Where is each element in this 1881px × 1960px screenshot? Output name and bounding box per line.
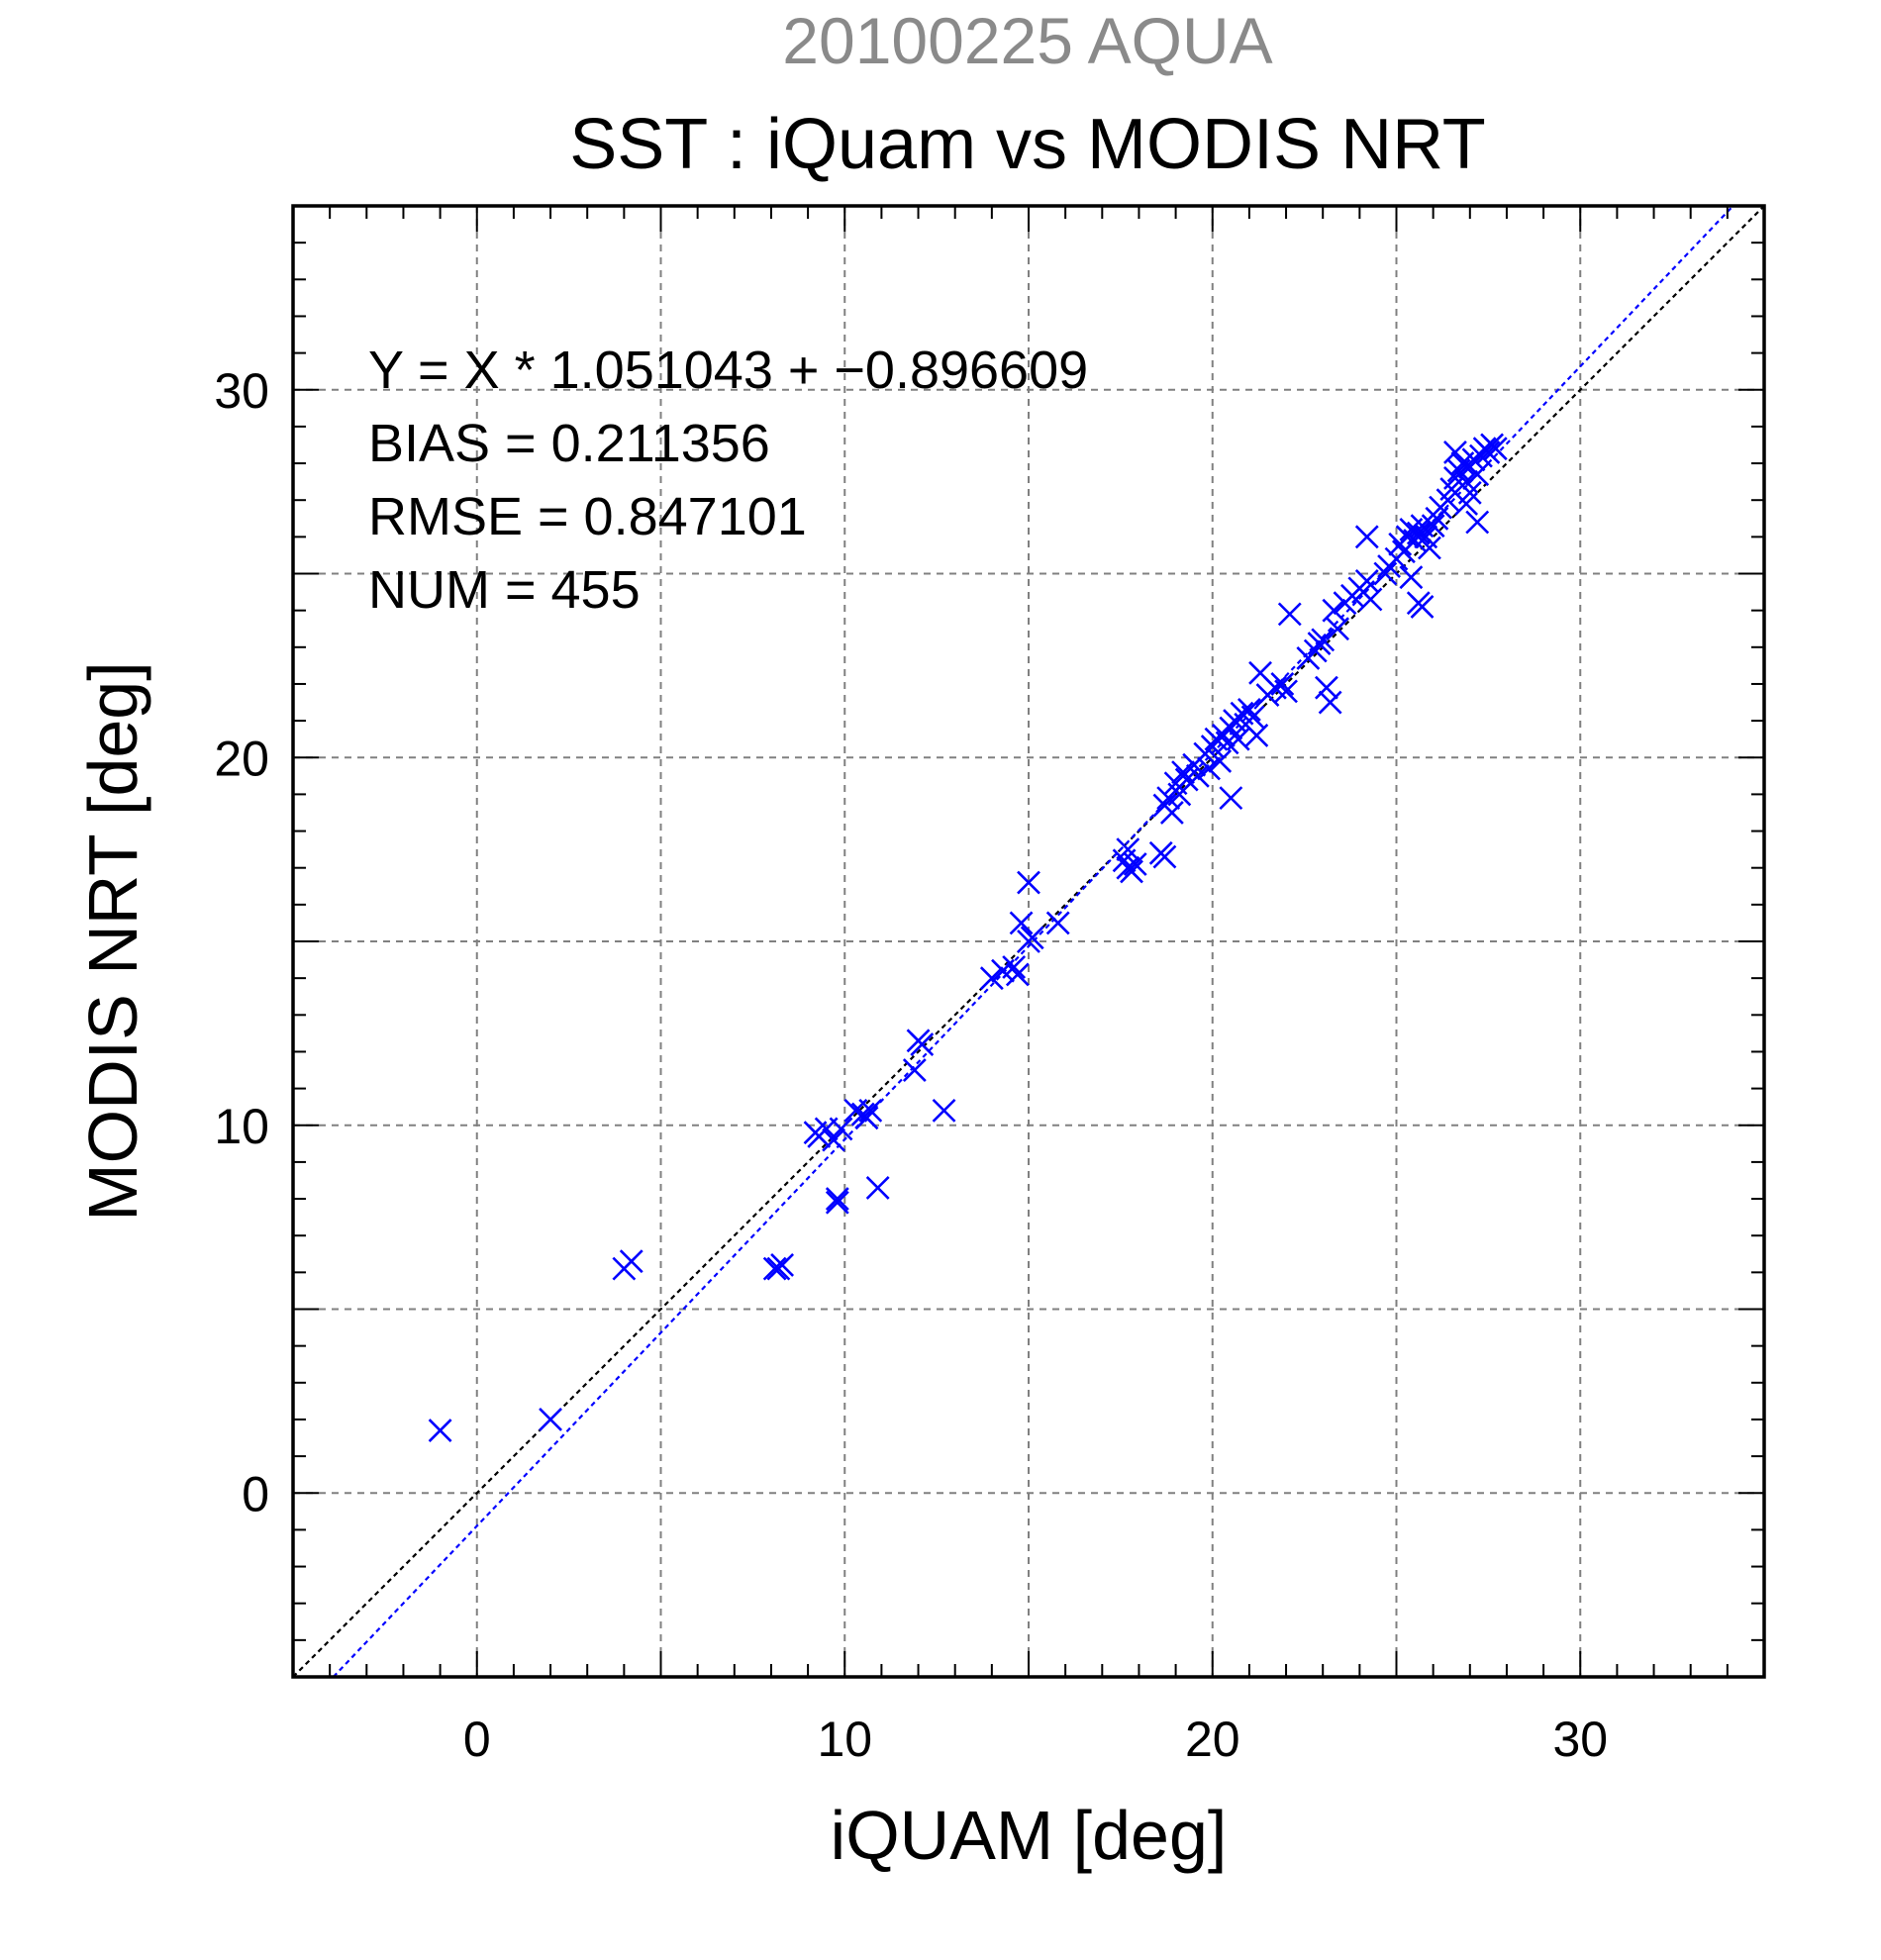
- data-point: [539, 1408, 562, 1431]
- data-point: [1358, 587, 1383, 612]
- y-axis-label: MODIS NRT [deg]: [74, 661, 151, 1221]
- data-point: [1185, 763, 1210, 788]
- data-point: [1465, 510, 1490, 535]
- bias-stat: BIAS = 0.211356: [368, 414, 770, 473]
- y-tick-label: 20: [214, 731, 269, 786]
- data-point: [854, 1106, 879, 1130]
- data-point: [1354, 525, 1379, 549]
- data-point: [1017, 870, 1040, 895]
- data-point: [1171, 760, 1195, 785]
- data-point: [1315, 675, 1338, 700]
- y-tick-label: 0: [242, 1466, 269, 1521]
- data-point: [1410, 595, 1435, 619]
- data-point: [1421, 514, 1445, 539]
- data-point: [910, 1032, 935, 1056]
- data-point: [1159, 801, 1184, 825]
- data-points: [428, 433, 1508, 1443]
- x-tick-label: 0: [463, 1712, 491, 1767]
- data-point: [858, 1098, 883, 1123]
- data-point: [932, 1098, 956, 1123]
- chart-subtitle: 20100225 AQUA: [782, 4, 1272, 77]
- axis-ticks: [292, 205, 1765, 1678]
- data-point: [1418, 536, 1441, 560]
- data-point: [1454, 491, 1478, 516]
- data-point: [1167, 782, 1192, 807]
- data-point: [1045, 911, 1070, 935]
- data-point: [1326, 617, 1349, 641]
- data-point: [1399, 565, 1424, 590]
- data-point: [428, 1419, 452, 1443]
- data-point: [1476, 440, 1501, 464]
- x-axis-label: iQUAM [deg]: [831, 1797, 1228, 1874]
- data-point: [1237, 698, 1261, 722]
- data-point: [1123, 852, 1147, 876]
- rmse-stat: RMSE = 0.847101: [368, 487, 807, 546]
- data-point: [770, 1253, 795, 1277]
- y-tick-label: 10: [214, 1099, 269, 1154]
- num-stat: NUM = 455: [368, 560, 641, 620]
- x-tick-label: 30: [1552, 1712, 1608, 1767]
- data-point: [865, 1175, 890, 1200]
- data-point: [1002, 955, 1027, 979]
- data-point: [1208, 749, 1233, 773]
- data-point: [829, 1117, 853, 1141]
- data-point: [825, 1190, 849, 1215]
- data-point: [1373, 561, 1398, 586]
- data-point: [1197, 756, 1221, 781]
- data-point: [1483, 437, 1508, 461]
- regression-equation: Y = X * 1.051043 + −0.896609: [368, 341, 1088, 400]
- data-point: [1274, 679, 1298, 704]
- data-point: [1443, 440, 1467, 464]
- grid-lines: [293, 206, 1764, 1677]
- data-point: [1009, 911, 1034, 935]
- data-point: [1277, 602, 1302, 627]
- data-point: [1311, 628, 1336, 652]
- y-tick-label: 30: [214, 363, 269, 419]
- data-point: [1005, 962, 1030, 987]
- data-point: [822, 1127, 846, 1152]
- data-point: [1354, 569, 1379, 593]
- data-point: [762, 1256, 787, 1281]
- data-point: [1116, 855, 1140, 880]
- data-point: [1020, 926, 1044, 950]
- data-point: [1318, 690, 1342, 715]
- x-tick-label: 20: [1185, 1712, 1240, 1767]
- data-point: [1116, 837, 1140, 862]
- x-tick-label: 10: [817, 1712, 872, 1767]
- data-point: [1244, 724, 1269, 747]
- data-point: [1270, 672, 1295, 696]
- data-point: [619, 1249, 644, 1274]
- data-point: [1219, 716, 1243, 740]
- data-point: [979, 966, 1004, 991]
- data-point: [902, 1058, 927, 1082]
- data-point: [1465, 462, 1490, 487]
- data-point: [1406, 521, 1431, 545]
- data-point: [825, 1187, 849, 1211]
- data-point: [1322, 598, 1346, 623]
- data-point: [1240, 705, 1265, 730]
- data-point: [1226, 727, 1250, 751]
- tick-labels: 0 10 20 30 0 10 20 30: [214, 363, 1608, 1767]
- data-point: [1303, 638, 1328, 663]
- stats-annotations: Y = X * 1.051043 + −0.896609 BIAS = 0.21…: [368, 341, 1088, 620]
- chart-title: SST : iQuam vs MODIS NRT: [569, 105, 1486, 184]
- data-point: [1219, 786, 1243, 811]
- data-point: [1152, 844, 1177, 869]
